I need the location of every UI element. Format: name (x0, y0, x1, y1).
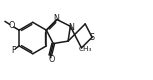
Text: N: N (68, 23, 74, 32)
Text: O: O (9, 21, 15, 30)
Text: CH₃: CH₃ (79, 46, 92, 52)
Text: F: F (11, 46, 16, 55)
Text: O: O (48, 55, 54, 64)
Text: S: S (90, 33, 95, 42)
Text: N: N (54, 14, 59, 23)
